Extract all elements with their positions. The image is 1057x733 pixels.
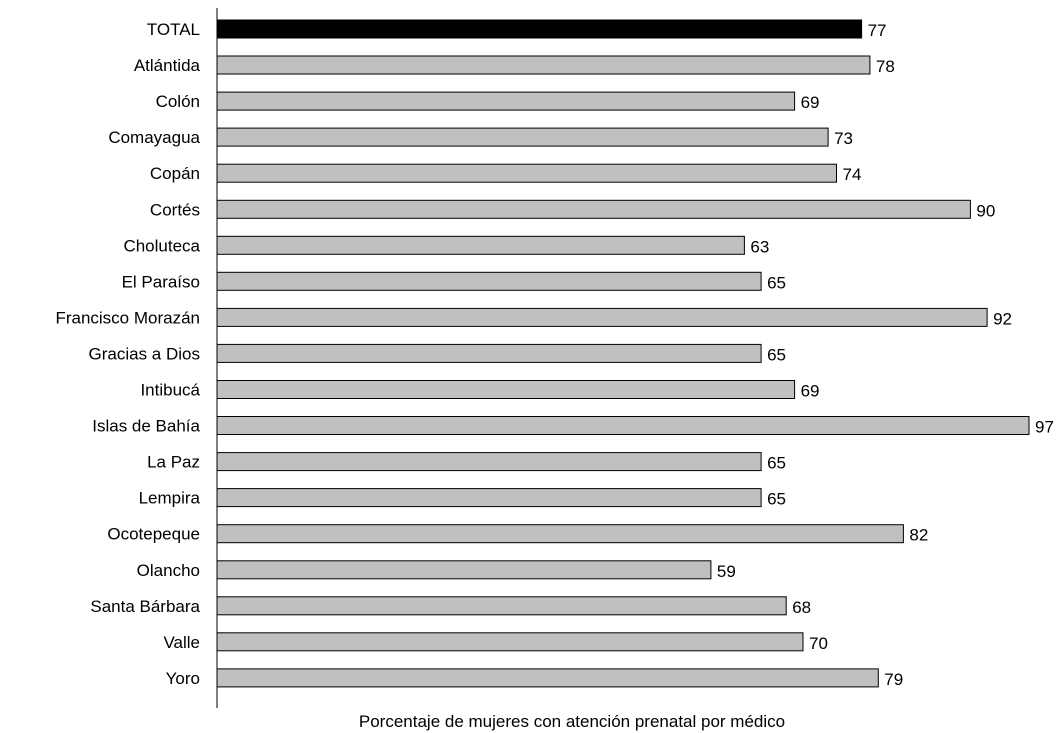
category-label-intibuca: Intibucá — [140, 381, 200, 400]
category-label-islas-de-bahia: Islas de Bahía — [92, 417, 200, 436]
category-label-gracias-a-dios: Gracias a Dios — [89, 344, 200, 363]
bar-islas-de-bahia — [216, 416, 1030, 435]
bar-francisco-morazan — [216, 307, 988, 327]
category-label-colon: Colón — [156, 92, 200, 111]
value-label-islas-de-bahia: 97 — [1035, 418, 1054, 437]
bar-comayagua — [216, 127, 829, 147]
value-label-copan: 74 — [843, 165, 862, 184]
category-label-ocotepeque: Ocotepeque — [107, 525, 200, 544]
value-label-francisco-morazan: 92 — [993, 309, 1012, 328]
value-labels-group: 77 78 69 73 74 90 63 65 92 65 69 97 65 65 82 59 68 70 79 — [717, 21, 1054, 689]
bars-group — [216, 19, 1030, 688]
category-label-la-paz: La Paz — [147, 453, 200, 472]
value-label-gracias-a-dios: 65 — [767, 345, 786, 364]
value-label-el-paraiso: 65 — [767, 273, 786, 292]
value-label-intibuca: 69 — [801, 382, 820, 401]
category-label-atlantida: Atlántida — [134, 56, 201, 75]
category-label-cortes: Cortés — [150, 200, 200, 219]
bar-olancho — [216, 560, 712, 580]
bar-total — [216, 19, 863, 39]
bar-intibuca — [216, 380, 796, 399]
bar-santa-barbara — [216, 596, 787, 616]
value-label-choluteca: 63 — [750, 237, 769, 256]
category-label-yoro: Yoro — [166, 669, 200, 688]
bar-copan — [216, 163, 837, 183]
category-labels-group: TOTAL Atlántida Colón Comayagua Copán Cortés C… — [55, 20, 200, 688]
bar-lempira — [216, 488, 762, 508]
value-label-yoro: 79 — [884, 670, 903, 689]
value-label-santa-barbara: 68 — [792, 598, 811, 617]
category-label-el-paraiso: El Paraíso — [122, 272, 200, 291]
bar-valle — [216, 632, 804, 652]
value-label-total: 77 — [868, 21, 887, 40]
category-label-total: TOTAL — [147, 20, 200, 39]
category-label-santa-barbara: Santa Bárbara — [90, 597, 200, 616]
value-label-olancho: 59 — [717, 562, 736, 581]
category-label-lempira: Lempira — [139, 489, 201, 508]
value-label-valle: 70 — [809, 634, 828, 653]
bar-atlantida — [216, 55, 871, 75]
value-label-colon: 69 — [801, 93, 820, 112]
bar-el-paraiso — [216, 271, 762, 291]
category-label-comayagua: Comayagua — [108, 128, 200, 147]
value-label-la-paz: 65 — [767, 454, 786, 473]
bar-cortes — [216, 199, 971, 219]
bar-yoro — [216, 668, 879, 688]
value-label-cortes: 90 — [976, 201, 995, 220]
bar-choluteca — [216, 235, 745, 255]
category-label-olancho: Olancho — [137, 561, 200, 580]
value-label-comayagua: 73 — [834, 129, 853, 148]
value-label-lempira: 65 — [767, 490, 786, 509]
bar-ocotepeque — [216, 524, 904, 544]
category-label-copan: Copán — [150, 164, 200, 183]
category-label-francisco-morazan: Francisco Morazán — [55, 308, 200, 327]
bar-gracias-a-dios — [216, 343, 762, 363]
category-label-choluteca: Choluteca — [123, 236, 200, 255]
category-label-valle: Valle — [163, 633, 200, 652]
x-axis-title: Porcentaje de mujeres con atención prena… — [359, 712, 785, 731]
bar-colon — [216, 91, 796, 111]
value-label-atlantida: 78 — [876, 57, 895, 76]
bar-la-paz — [216, 452, 762, 472]
value-label-ocotepeque: 82 — [909, 526, 928, 545]
